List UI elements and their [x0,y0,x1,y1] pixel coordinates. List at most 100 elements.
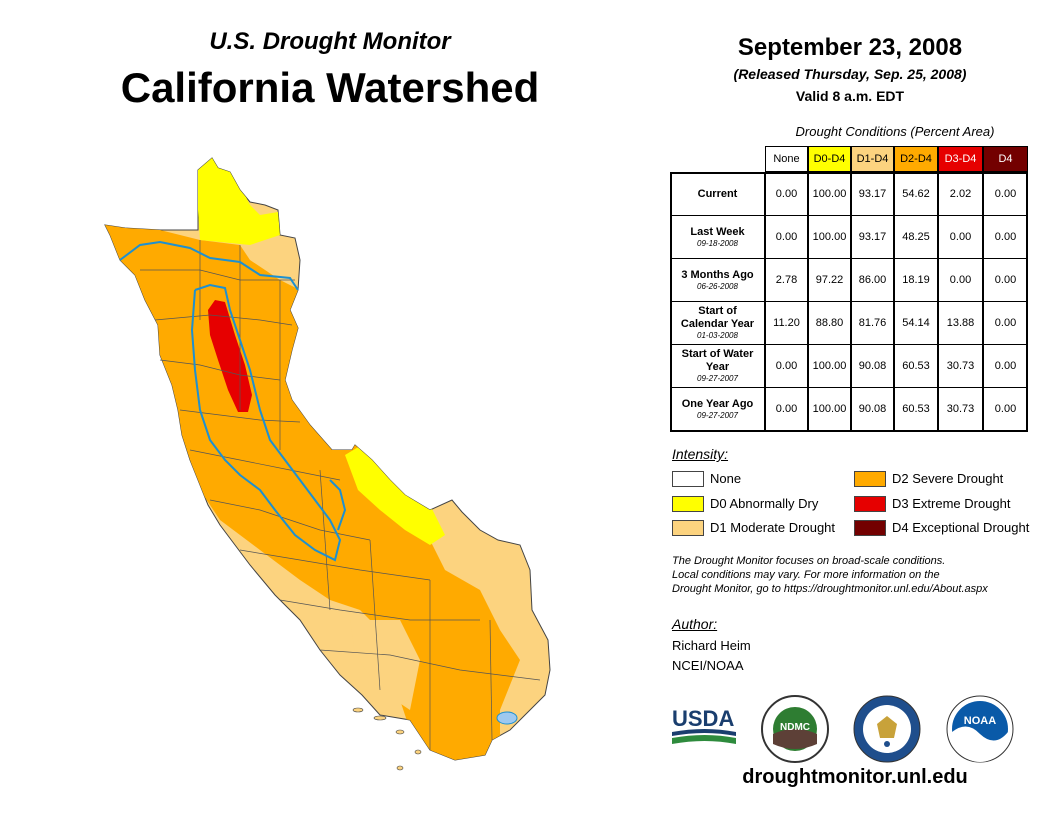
table-row: Current 0.00 100.00 93.17 54.62 2.02 0.00 [670,172,1028,216]
table-row: 3 Months Ago 06-26-2008 2.78 97.22 86.00 18.1… [670,258,1028,302]
legend-d0: D0 Abnormally Dry [672,496,872,514]
d3-extreme-region [208,300,252,412]
map-title: California Watershed [120,64,540,111]
col-header-d1-d4: D1-D4 [851,146,894,172]
legend-d2: D2 Severe Drought [854,471,1054,489]
legend-swatch [854,471,886,487]
table-cell: 54.62 [894,172,938,216]
ndmc-logo: NDMC [761,695,829,763]
table-cell: 0.00 [983,172,1028,216]
usda-logo-text: USDA [672,706,734,731]
disclaimer-note: The Drought Monitor focuses on broad-sca… [672,554,1042,596]
legend-title: Intensity: [672,446,729,462]
col-header-d2-d4: D2-D4 [894,146,938,172]
legend-label: D2 Severe Drought [892,471,1004,486]
commerce-seal [853,695,921,763]
row-label-text: 3 Months Ago [681,268,754,281]
table-cell: 0.00 [983,215,1028,259]
col-header-d4: D4 [983,146,1028,172]
row-label-text: Current [697,187,738,200]
table-cell: 2.78 [765,258,808,302]
table-cell: 0.00 [983,344,1028,388]
table-row: One Year Ago 09-27-2007 0.00 100.00 90.08 60.… [670,387,1028,431]
table-cell: 0.00 [983,258,1028,302]
row-date: 09-27-2007 [697,374,738,383]
table-cell: 0.00 [765,215,808,259]
legend-swatch [854,520,886,536]
table-cell: 90.08 [851,387,894,431]
table-cell: 93.17 [851,172,894,216]
california-drought-map [104,157,551,771]
table-cell: 97.22 [808,258,851,302]
legend-label: None [710,471,742,486]
table-cell: 0.00 [765,344,808,388]
table-cell: 0.00 [765,172,808,216]
channel-islands [352,707,422,771]
table-cell: 0.00 [983,301,1028,345]
table-cell: 100.00 [808,215,851,259]
table-row: Start of Water Year 09-27-2007 0.00 100.00 9… [670,344,1028,388]
row-label-text: One Year Ago [681,397,754,410]
table-cell: 11.20 [765,301,808,345]
row-date: 09-27-2007 [697,410,738,420]
table-caption: Drought Conditions (Percent Area) [795,124,995,139]
legend-swatch [672,496,704,512]
row-label-text: Start of Calendar Year [680,305,755,330]
row-label: Start of Calendar Year 01-03-2008 [670,301,765,345]
table-cell: 100.00 [808,172,851,216]
map-subtitle: U.S. Drought Monitor [209,28,451,55]
table-cell: 2.02 [938,172,983,216]
row-label: Last Week 09-18-2008 [670,215,765,259]
legend-label: D0 Abnormally Dry [710,496,819,511]
table-cell: 0.00 [765,387,808,431]
legend-label: D4 Exceptional Drought [892,520,1030,535]
table-row: Start of Calendar Year 01-03-2008 11.20 88.… [670,301,1028,345]
legend-d4: D4 Exceptional Drought [854,520,1054,538]
row-label: One Year Ago 09-27-2007 [670,387,765,431]
legend-label: D1 Moderate Drought [710,520,836,535]
ndmc-logo-text: NDMC [780,722,810,733]
table-cell: 90.08 [851,344,894,388]
valid-time: Valid 8 a.m. EDT [795,88,905,104]
noaa-logo-text: NOAA [964,715,996,727]
footer-website: droughtmonitor.unl.edu [742,766,968,788]
table-cell: 100.00 [808,344,851,388]
table-cell: 18.19 [894,258,938,302]
author-title: Author: [672,616,718,632]
table-cell: 60.53 [894,387,938,431]
table-cell: 100.00 [808,387,851,431]
table-cell: 0.00 [938,215,983,259]
col-header-d0-d4: D0-D4 [808,146,851,172]
legend-swatch [854,496,886,512]
legend-none: None [672,471,872,489]
note-line: Drought Monitor, go to https://droughtmo… [672,583,988,595]
author-org: NCEI/NOAA [672,658,744,673]
col-header-none: None [765,146,808,172]
row-label-text: Last Week [690,225,745,238]
drought-conditions-table: None D0-D4 D1-D4 D2-D4 D3-D4 D4 Current 0… [670,146,1030,436]
legend-d3: D3 Extreme Drought [854,496,1054,514]
table-cell: 30.73 [938,344,983,388]
table-cell: 0.00 [938,258,983,302]
row-label: Start of Water Year 09-27-2007 [670,344,765,388]
note-line: Local conditions may vary. For more info… [672,569,940,581]
legend-swatch [672,520,704,536]
legend-swatch [672,471,704,487]
row-label: 3 Months Ago 06-26-2008 [670,258,765,302]
row-label-text: Start of Water Year [681,348,754,373]
table-cell: 88.80 [808,301,851,345]
row-date: 09-18-2008 [697,238,738,248]
release-date: (Released Thursday, Sep. 25, 2008) [733,66,967,82]
table-cell: 54.14 [894,301,938,345]
d0-east-region [345,446,445,545]
table-cell: 13.88 [938,301,983,345]
d0-north-region [195,158,280,245]
map-date: September 23, 2008 [737,34,963,61]
noaa-logo: NOAA [946,695,1014,763]
table-cell: 86.00 [851,258,894,302]
usda-logo: USDA [672,706,736,744]
salton-sea [496,711,518,725]
watershed-boundary [119,240,347,562]
d1-central-band [350,620,420,710]
row-date: 01-03-2008 [697,331,738,340]
